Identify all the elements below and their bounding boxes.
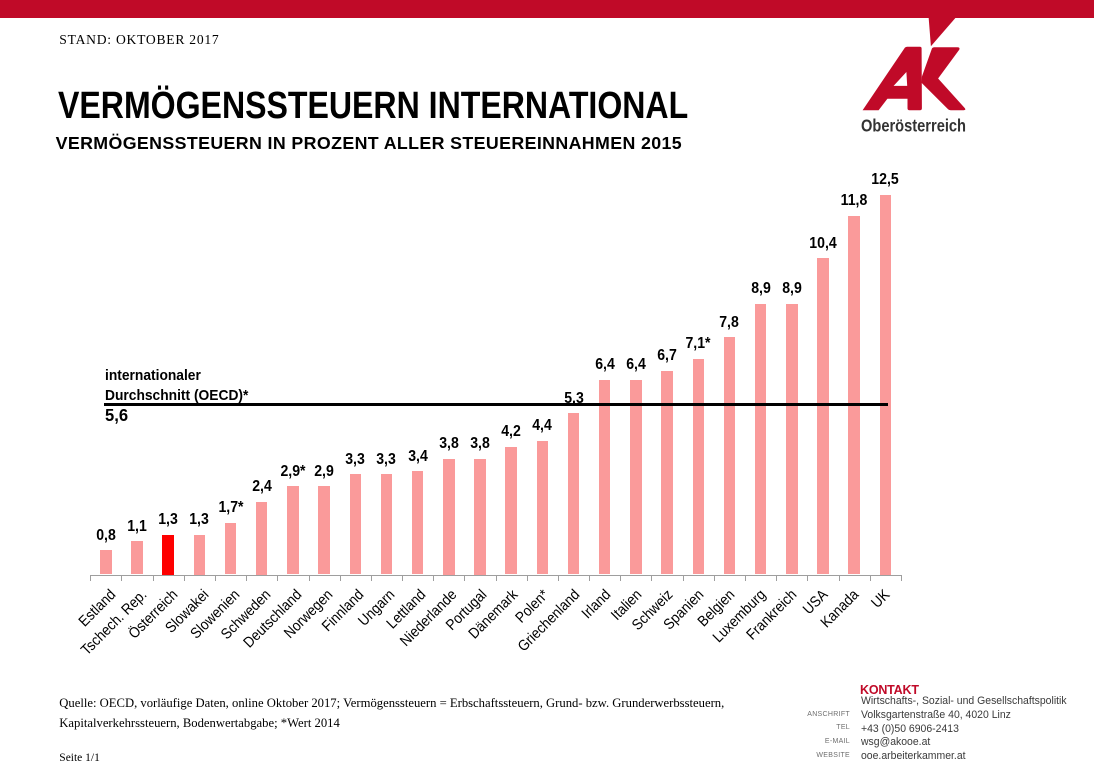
- svg-text:Oberösterreich: Oberösterreich: [861, 115, 966, 135]
